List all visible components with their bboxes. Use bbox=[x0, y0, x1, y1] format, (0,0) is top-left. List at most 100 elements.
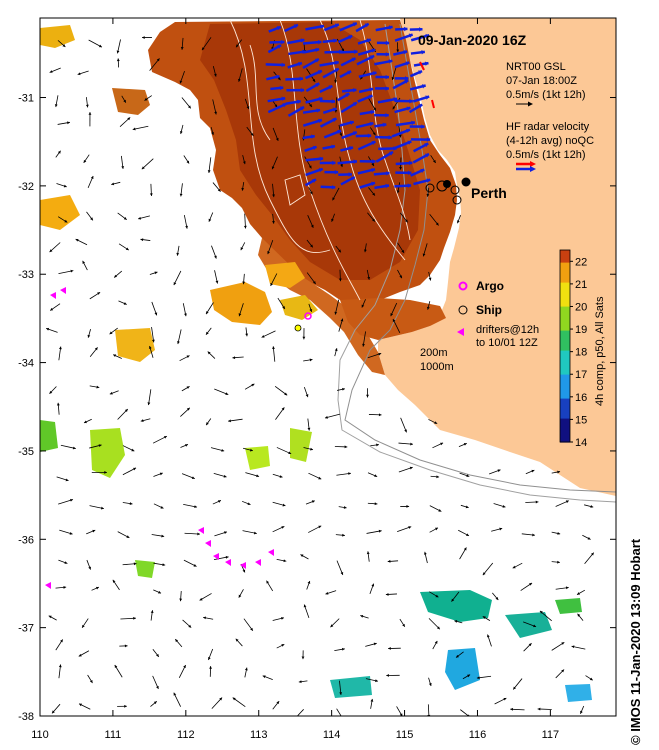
legend-ship-symbol bbox=[458, 305, 468, 315]
gsl-arrowhead bbox=[162, 563, 166, 567]
sst-nw-patch bbox=[112, 88, 150, 115]
hf-arrowhead bbox=[312, 145, 317, 151]
gsl-arrowhead bbox=[325, 591, 329, 595]
gsl-arrowhead bbox=[225, 555, 229, 559]
gsl-arrowhead bbox=[539, 610, 543, 614]
colorbar-cell bbox=[560, 274, 570, 279]
gsl-arrowhead bbox=[112, 579, 116, 583]
hf-red-arrows bbox=[419, 61, 435, 109]
gsl-arrowhead bbox=[173, 692, 177, 696]
gsl-arrowhead bbox=[124, 704, 127, 708]
isobath-200m bbox=[344, 23, 616, 493]
hf-arrowhead bbox=[282, 103, 287, 108]
gsl-arrowhead bbox=[404, 429, 407, 433]
hf-arrowhead bbox=[333, 38, 337, 44]
hf-arrowhead bbox=[352, 87, 357, 93]
gsl-arrowhead bbox=[497, 469, 501, 473]
gsl-arrowhead bbox=[188, 105, 191, 109]
hf-arrowhead bbox=[293, 24, 298, 29]
lat-tick-label: -34 bbox=[18, 358, 34, 370]
gsl-arrowhead bbox=[129, 502, 133, 505]
gsl-arrowhead bbox=[57, 150, 61, 154]
gsl-arrowhead bbox=[132, 127, 136, 131]
sst-green-4 bbox=[40, 420, 58, 452]
gsl-arrowhead bbox=[124, 409, 128, 412]
map-title: 09-Jan-2020 16Z bbox=[418, 32, 527, 48]
gsl-arrowhead bbox=[428, 683, 432, 686]
gsl-arrowhead bbox=[109, 391, 113, 395]
gsl-arrowhead bbox=[215, 280, 219, 284]
hf-arrowhead bbox=[404, 79, 409, 84]
gsl-arrowhead bbox=[370, 698, 374, 702]
hf-arrowhead bbox=[370, 55, 375, 60]
gsl-arrowhead bbox=[281, 407, 285, 411]
gsl-arrowhead bbox=[300, 554, 304, 558]
gsl-arrowhead bbox=[116, 50, 120, 54]
gsl-arrowhead bbox=[283, 559, 287, 563]
gsl-arrowhead bbox=[242, 161, 246, 165]
gsl-arrowhead bbox=[205, 331, 209, 335]
gsl-arrowhead bbox=[95, 586, 99, 590]
gsl-arrowhead bbox=[399, 713, 403, 716]
colorbar-cell bbox=[560, 314, 570, 319]
gsl-arrowhead bbox=[183, 665, 186, 669]
gsl-arrowhead bbox=[348, 472, 351, 476]
gsl-arrowhead bbox=[590, 552, 594, 556]
hf-arrowhead bbox=[275, 74, 280, 80]
gsl-arrowhead bbox=[98, 44, 102, 48]
hf-arrowhead bbox=[408, 33, 413, 38]
gsl-arrowhead bbox=[63, 585, 67, 589]
hf-arrowhead bbox=[353, 159, 357, 164]
gsl-arrowhead bbox=[372, 192, 375, 196]
gsl-arrowhead bbox=[65, 478, 69, 482]
sst-cyan-1 bbox=[445, 648, 480, 690]
gsl-arrowhead bbox=[324, 415, 328, 419]
gsl-arrowhead bbox=[104, 470, 107, 474]
gsl-arrowhead bbox=[121, 166, 125, 169]
gsl-arrow bbox=[173, 270, 182, 286]
gsl-arrowhead bbox=[156, 685, 159, 689]
legend-argo-symbol bbox=[458, 281, 468, 291]
gsl-arrowhead bbox=[114, 274, 118, 278]
gsl-arrowhead bbox=[138, 216, 142, 220]
gsl-arrowhead bbox=[244, 667, 248, 671]
gsl-arrowhead bbox=[100, 506, 104, 510]
gsl-arrowhead bbox=[194, 505, 198, 509]
hf-arrowhead bbox=[372, 159, 376, 164]
colorbar-cell bbox=[560, 302, 570, 307]
gsl-arrowhead bbox=[392, 106, 396, 110]
lon-tick-label: 115 bbox=[396, 729, 414, 741]
hf-arrowhead bbox=[367, 38, 371, 43]
gsl-arrowhead bbox=[275, 137, 279, 141]
gsl-arrowhead bbox=[77, 72, 81, 76]
hf-arrowhead bbox=[371, 181, 376, 186]
colorbar-cell bbox=[560, 270, 570, 275]
isobath-1000m bbox=[337, 23, 616, 503]
colorbar-cell bbox=[560, 422, 570, 427]
gsl-arrowhead bbox=[56, 402, 60, 406]
lon-tick-label: 117 bbox=[542, 729, 560, 741]
colorbar-cell bbox=[560, 410, 570, 415]
gsl-arrowhead bbox=[374, 474, 378, 477]
legend-gsl-arrowhead bbox=[528, 101, 533, 107]
gsl-arrowhead bbox=[58, 346, 62, 350]
colorbar-tick-label: 21 bbox=[575, 279, 587, 291]
gsl-arrowhead bbox=[250, 627, 253, 631]
hf-arrowhead bbox=[334, 68, 339, 73]
hf-arrowhead bbox=[388, 135, 392, 140]
hf-arrowhead bbox=[406, 106, 411, 111]
gsl-arrowhead bbox=[396, 49, 400, 53]
legend-symbols: Argo Ship drifters@12h to 10/01 12Z 200m… bbox=[420, 279, 539, 373]
hf-arrowhead bbox=[351, 57, 356, 62]
hf-arrowhead bbox=[426, 137, 431, 142]
gsl-arrowhead bbox=[532, 533, 535, 537]
colorbar-cell bbox=[560, 394, 570, 399]
lon-tick-label: 110 bbox=[31, 729, 49, 741]
legend-argo-label: Argo bbox=[476, 279, 504, 293]
gsl-arrowhead bbox=[113, 354, 117, 358]
hf-arrowhead bbox=[349, 145, 354, 151]
hf-arrowhead bbox=[334, 23, 339, 28]
gsl-arrowhead bbox=[217, 188, 221, 192]
gsl-arrowhead bbox=[267, 251, 270, 255]
gsl-arrowhead bbox=[179, 193, 183, 197]
